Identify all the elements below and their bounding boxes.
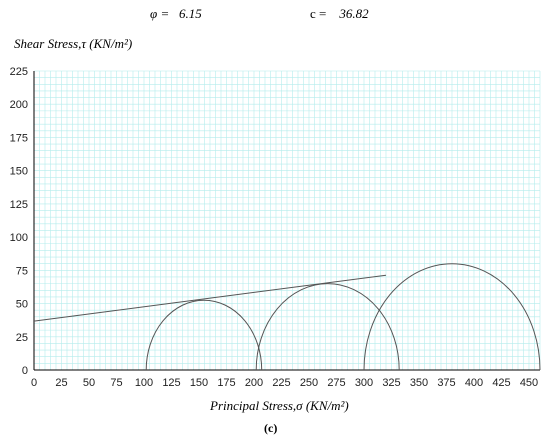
y-tick-label: 175 (10, 132, 28, 144)
x-tick-label: 0 (31, 377, 37, 389)
failure-envelope-line (33, 274, 387, 322)
y-tick-label: 150 (10, 166, 28, 178)
x-tick-label: 425 (492, 377, 510, 389)
grid (33, 70, 541, 371)
y-tick-label: 50 (16, 299, 28, 311)
x-tick-label: 325 (382, 377, 400, 389)
y-tick-label: 200 (10, 99, 28, 111)
x-tick-label: 50 (83, 377, 95, 389)
phi-value: 6.15 (178, 6, 202, 21)
x-tick-label: 200 (245, 377, 263, 389)
x-tick-label: 225 (272, 377, 290, 389)
c-value: 36.82 (339, 6, 369, 21)
c-label: c = (310, 6, 327, 21)
cohesion-parameter: c = 36.82 (310, 6, 369, 22)
x-tick-label: 450 (520, 377, 538, 389)
x-tick-label: 175 (217, 377, 235, 389)
x-tick-label: 350 (410, 377, 428, 389)
x-tick-label: 150 (190, 377, 208, 389)
x-tick-label: 300 (355, 377, 373, 389)
x-tick-label: 250 (300, 377, 318, 389)
x-tick-label: 275 (327, 377, 345, 389)
y-tick-label: 75 (16, 265, 28, 277)
y-tick-label: 100 (10, 232, 28, 244)
mohr-circle (363, 263, 541, 371)
mohr-circle (255, 283, 400, 371)
x-axis-label: Principal Stress,σ (KN/m²) (210, 398, 349, 413)
y-tick-label: 25 (16, 332, 28, 344)
x-tick-label: 75 (110, 377, 122, 389)
x-tick-label: 375 (437, 377, 455, 389)
phi-label: φ = (150, 6, 170, 21)
x-tick-label: 100 (135, 377, 153, 389)
y-tick-label: 125 (10, 199, 28, 211)
x-tick-label: 25 (55, 377, 67, 389)
phi-parameter: φ = 6.15 (150, 6, 202, 22)
figure-caption: (c) (264, 421, 278, 435)
mohr-circle (145, 299, 263, 371)
x-tick-label: 125 (162, 377, 180, 389)
y-axis-label: Shear Stress,τ (KN/m²) (14, 36, 133, 51)
y-tick-label: 225 (10, 66, 28, 78)
x-tick-label: 400 (465, 377, 483, 389)
y-tick-label: 0 (22, 365, 28, 377)
